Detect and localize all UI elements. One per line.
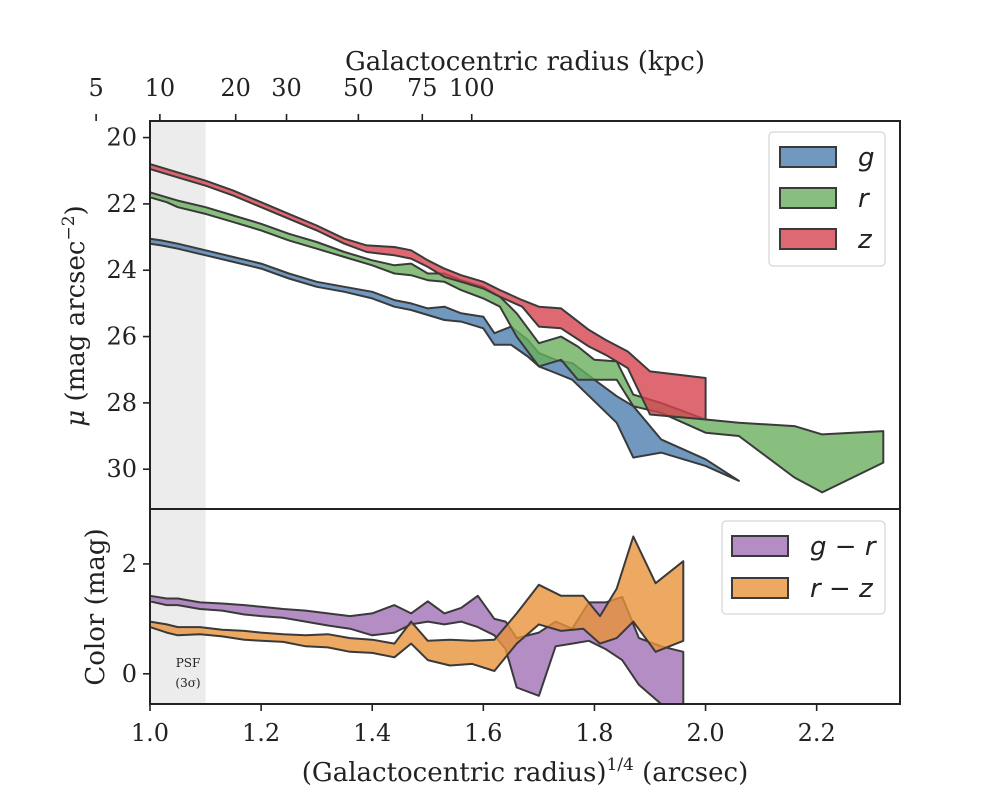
top-x-axis-label: Galactocentric radius (kpc) xyxy=(345,47,705,77)
legend-label-g: g xyxy=(858,143,875,173)
bottom-y-ticks: 02 xyxy=(122,550,150,688)
bottom-legend: g − r r − z xyxy=(721,520,886,615)
top-y-axis-label: μ (mag arcsec−2) xyxy=(59,205,91,426)
legend-label-g-r: g − r xyxy=(810,532,878,562)
y-tick-label: 30 xyxy=(106,455,137,483)
y-tick-label: 24 xyxy=(106,256,137,284)
band-r xyxy=(149,191,885,494)
band-z xyxy=(149,163,707,421)
xlabel-text: (Galactocentric radius) xyxy=(302,758,607,788)
y-tick-label: 2 xyxy=(122,550,137,578)
legend-swatch-r-z xyxy=(731,577,789,599)
psf-label: PSF xyxy=(176,656,201,670)
ylabel-symbol: μ xyxy=(61,410,91,427)
psf-region-top xyxy=(150,121,206,509)
bottom-y-axis-label: Color (mag) xyxy=(81,528,111,685)
kpc-tick-label: 100 xyxy=(449,74,495,102)
x-tick-label: 1.8 xyxy=(575,719,613,747)
bottom-axes-frame xyxy=(149,508,901,705)
legend-swatch-r xyxy=(779,187,837,209)
top-y-ticks: 20 22 24 26 28 30 xyxy=(106,124,150,483)
x-tick-label: 1.0 xyxy=(131,719,169,747)
psf-sigma-label: (3σ) xyxy=(175,676,200,690)
kpc-tick-label: 30 xyxy=(271,74,302,102)
band-r-z xyxy=(149,535,685,672)
y-tick-label: 20 xyxy=(106,124,137,152)
legend-swatch-g-r xyxy=(731,535,789,557)
ylabel-superscript: −2 xyxy=(59,215,79,240)
legend-label-r: r xyxy=(858,184,871,214)
top-legend: grz xyxy=(768,131,886,267)
bottom-x-ticks: 1.0 1.2 1.4 1.6 1.8 2.0 2.2 xyxy=(131,704,836,747)
x-tick-label: 2.2 xyxy=(798,719,836,747)
xlabel-tail: (arcsec) xyxy=(634,758,748,788)
bottom-x-axis-label: (Galactocentric radius)1/4 (arcsec) xyxy=(302,755,748,788)
top-secondary-x-ticks: 5 10 20 30 50 75 100 xyxy=(88,74,495,121)
kpc-tick-label: 5 xyxy=(88,74,103,102)
surface-brightness-bands xyxy=(149,163,885,494)
ylabel-close: ) xyxy=(61,205,91,215)
kpc-tick-label: 10 xyxy=(145,74,176,102)
x-tick-label: 1.4 xyxy=(353,719,391,747)
legend-label-z: z xyxy=(857,225,873,255)
kpc-tick-label: 20 xyxy=(220,74,251,102)
y-tick-label: 26 xyxy=(106,323,137,351)
kpc-tick-label: 50 xyxy=(343,74,374,102)
xlabel-superscript: 1/4 xyxy=(607,755,634,775)
ylabel-text: (mag arcsec xyxy=(61,241,91,402)
legend-swatch-g xyxy=(779,146,837,168)
x-tick-label: 1.2 xyxy=(242,719,280,747)
legend-label-r-z: r − z xyxy=(810,574,874,604)
color-bands xyxy=(149,535,685,705)
y-tick-label: 0 xyxy=(122,660,137,688)
kpc-tick-label: 75 xyxy=(407,74,438,102)
y-tick-label: 28 xyxy=(106,389,137,417)
x-tick-label: 2.0 xyxy=(686,719,724,747)
y-tick-label: 22 xyxy=(106,190,137,218)
legend-swatch-z xyxy=(779,228,837,250)
x-tick-label: 1.6 xyxy=(464,719,502,747)
band-g xyxy=(149,237,740,482)
